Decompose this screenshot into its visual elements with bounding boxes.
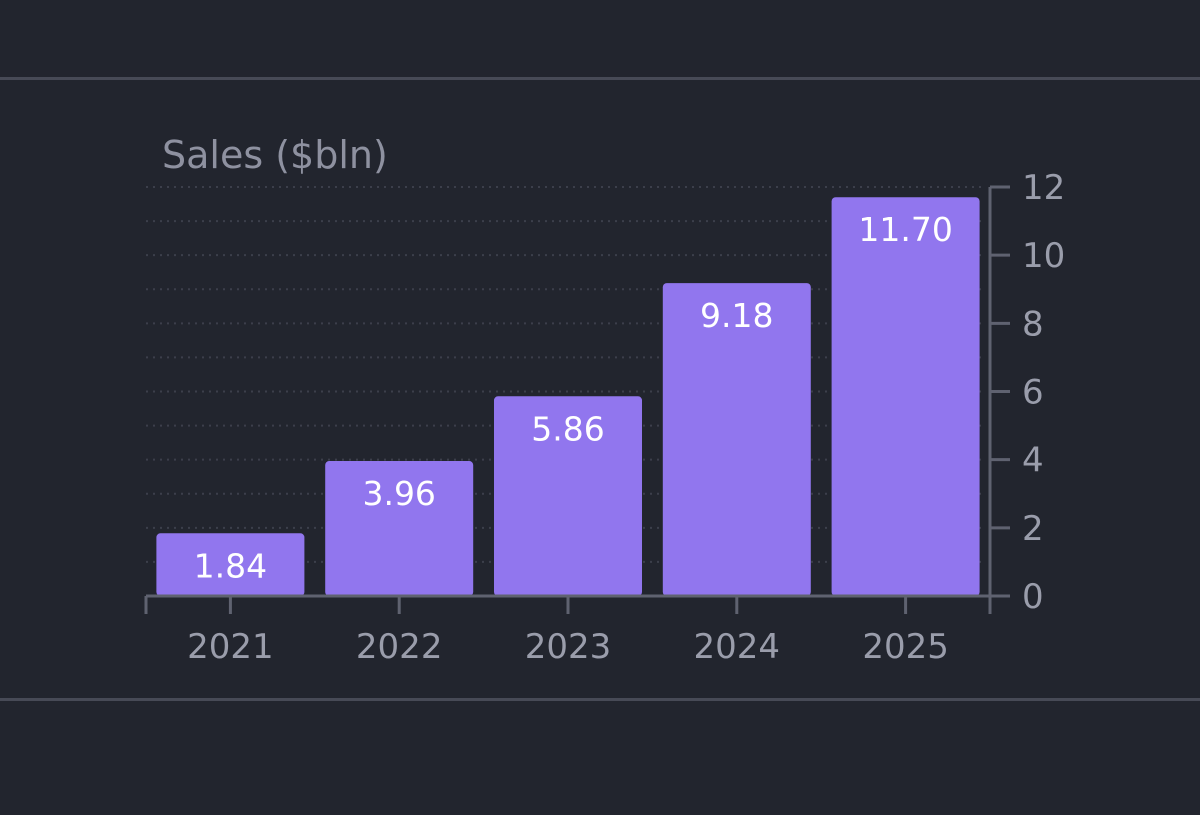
y-tick-label: 10: [1022, 236, 1065, 276]
axes: 2021 2022 2023 2024 2025 0 2 4 6 8 10 12: [144, 168, 1065, 667]
bottom-divider: [0, 698, 1200, 701]
bar-2024: [662, 283, 811, 596]
y-tick-label: 12: [1022, 168, 1065, 208]
bar-value-label-2022: 3.96: [362, 474, 435, 513]
bars: 1.84 3.96 5.86 9.18 11.70: [156, 197, 980, 596]
x-tick-label-2021: 2021: [187, 627, 274, 667]
bar-2025: [831, 197, 980, 596]
x-tick-label-2022: 2022: [356, 627, 443, 667]
bar-2022: [325, 461, 474, 596]
bar-2021: [156, 533, 305, 596]
y-tick-label: 6: [1022, 373, 1044, 413]
bar-value-label-2021: 1.84: [194, 546, 267, 585]
bar-2023: [494, 396, 642, 596]
y-tick-label: 2: [1022, 509, 1044, 549]
bar-value-label-2024: 9.18: [700, 296, 773, 335]
top-divider: [0, 77, 1200, 80]
y-tick-label: 8: [1022, 304, 1044, 344]
bar-value-label-2025: 11.70: [858, 210, 952, 249]
x-tick-label-2024: 2024: [694, 627, 781, 667]
y-tick-label: 4: [1022, 441, 1044, 481]
x-tick-label-2025: 2025: [862, 627, 949, 667]
y-axis-title: Sales ($bln): [162, 133, 388, 177]
y-tick-label: 0: [1022, 577, 1044, 617]
bar-value-label-2023: 5.86: [531, 409, 604, 448]
x-tick-label-2023: 2023: [525, 627, 612, 667]
